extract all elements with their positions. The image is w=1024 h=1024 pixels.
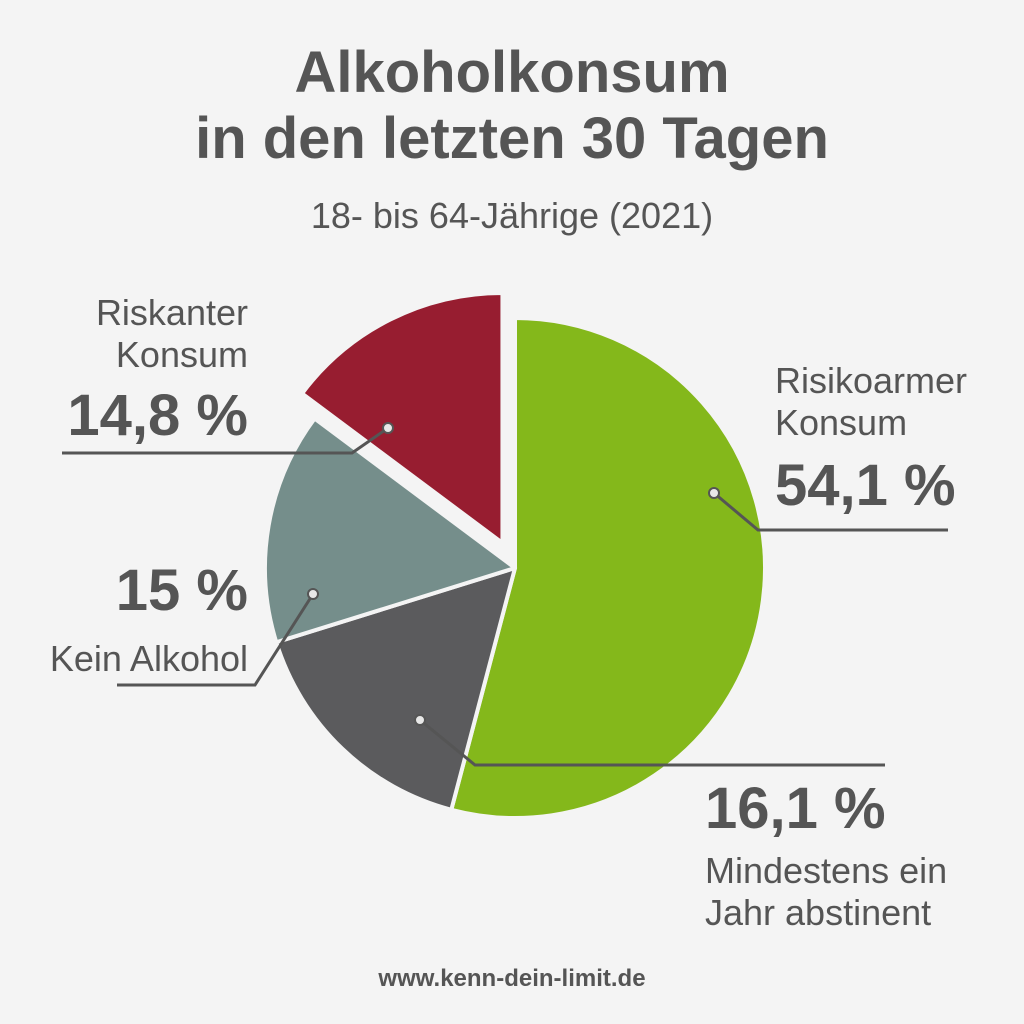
label-kein-name: Kein Alkohol	[49, 638, 248, 679]
chart-title-line1: Alkoholkonsum	[294, 40, 730, 105]
label-risikoarm-line2: Konsum	[775, 402, 908, 443]
label-risikoarm-name: Risikoarmer Konsum	[775, 360, 967, 444]
leader-dot-abstinent	[414, 714, 426, 726]
leader-line-abstinent	[419, 718, 885, 767]
source-url: www.kenn-dein-limit.de	[378, 965, 646, 992]
chart-subtitle: 18- bis 64-Jährige (2021)	[310, 195, 714, 236]
chart-title: Alkoholkonsum in den letzten 30 Tagen	[0, 40, 1024, 172]
label-riskant-value: 14,8 %	[67, 383, 248, 448]
label-riskant-name: Riskanter Konsum	[96, 292, 248, 376]
label-risikoarm-line1: Risikoarmer	[775, 360, 968, 401]
leader-line-kein	[117, 593, 315, 687]
label-riskant-line2: Konsum	[115, 334, 248, 375]
leader-line-riskant	[62, 426, 389, 455]
leader-dot-riskant	[382, 422, 394, 434]
leader-dot-risikoarm	[708, 487, 720, 499]
label-abstinent-name: Mindestens ein Jahr abstinent	[705, 850, 947, 934]
pie-slice-risikoarm	[449, 316, 768, 820]
chart-title-line2: in den letzten 30 Tagen	[195, 106, 829, 171]
leader-line-risikoarm	[713, 491, 948, 532]
label-kein-value: 15 %	[115, 558, 248, 623]
label-risikoarm-value: 54,1 %	[775, 453, 956, 518]
pie-slice-riskant	[300, 290, 505, 545]
pie-slice-kein	[263, 416, 517, 645]
label-abstinent-line2: Jahr abstinent	[705, 892, 932, 933]
label-abstinent-value: 16,1 %	[705, 776, 886, 841]
label-abstinent-line1: Mindestens ein	[705, 850, 948, 891]
leader-dot-kein	[307, 588, 319, 600]
label-riskant-line1: Riskanter	[95, 292, 248, 333]
